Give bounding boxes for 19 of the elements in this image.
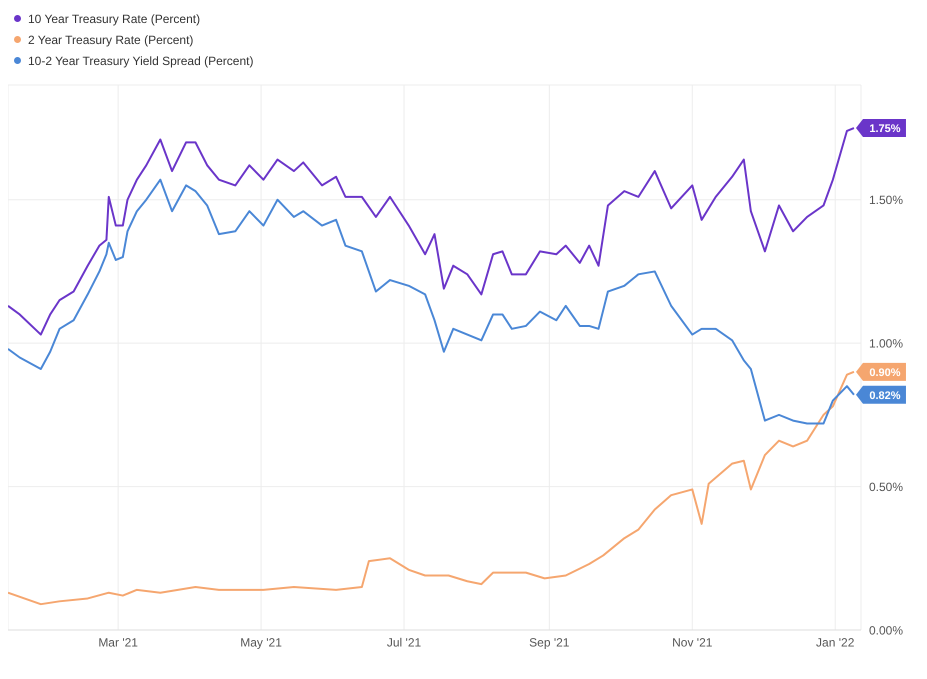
data-label: 1.75% bbox=[869, 123, 901, 136]
x-tick-label: Nov '21 bbox=[672, 636, 713, 650]
x-tick-label: Mar '21 bbox=[98, 636, 138, 650]
y-tick-label: 0.50% bbox=[869, 480, 904, 494]
x-tick-label: Jul '21 bbox=[386, 636, 422, 650]
x-tick-label: Sep '21 bbox=[529, 636, 570, 650]
data-label: 0.82% bbox=[869, 390, 901, 402]
x-tick-label: May '21 bbox=[240, 636, 282, 650]
x-tick-label: Jan '22 bbox=[816, 636, 855, 650]
line-series bbox=[8, 127, 855, 336]
line-series bbox=[8, 370, 855, 606]
y-tick-label: 0.00% bbox=[869, 623, 904, 638]
y-tick-label: 1.00% bbox=[869, 336, 904, 350]
data-label: 0.90% bbox=[869, 366, 901, 379]
legend-label: 10-2 Year Treasury Yield Spread (Percent) bbox=[28, 54, 254, 68]
legend-label: 10 Year Treasury Rate (Percent) bbox=[28, 12, 200, 26]
y-tick-label: 1.50% bbox=[869, 192, 904, 207]
line-series bbox=[8, 178, 855, 424]
legend-label: 2 Year Treasury Rate (Percent) bbox=[28, 32, 194, 46]
